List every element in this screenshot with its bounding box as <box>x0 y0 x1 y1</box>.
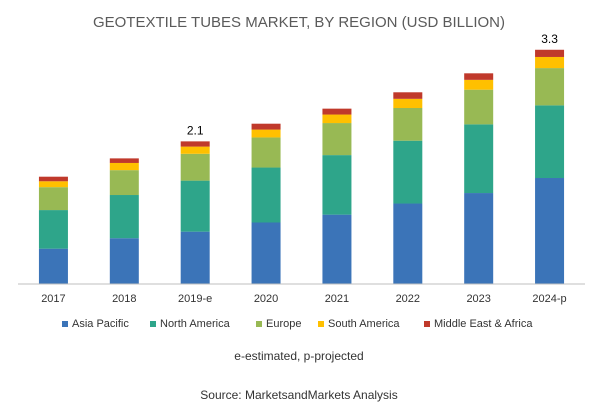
bar-north-america-2021 <box>322 155 352 215</box>
bar-north-america-2023 <box>464 124 494 194</box>
data-label-2024-p: 3.3 <box>541 32 558 46</box>
bar-europe-2020 <box>251 137 281 168</box>
bar-asia-pacific-2018 <box>109 238 139 284</box>
bar-south-america-2018 <box>109 162 139 171</box>
bar-middle-east-africa-2021 <box>322 108 352 115</box>
x-tick-label-2020: 2020 <box>254 293 278 305</box>
x-tick-label-2021: 2021 <box>325 293 349 305</box>
bar-middle-east-africa-2022 <box>393 92 423 99</box>
legend-label-europe: Europe <box>266 318 301 330</box>
x-tick-label-2019-e: 2019-e <box>178 293 212 305</box>
bar-north-america-2019-e <box>180 180 210 232</box>
legend-label-north-america: North America <box>160 318 231 330</box>
bar-north-america-2018 <box>109 195 139 239</box>
bar-middle-east-africa-2017 <box>38 176 68 182</box>
x-tick-label-2022: 2022 <box>396 293 420 305</box>
bar-north-america-2017 <box>38 210 68 249</box>
bar-middle-east-africa-2020 <box>251 123 281 130</box>
bar-south-america-2023 <box>464 79 494 90</box>
x-tick-label-2023: 2023 <box>466 293 490 305</box>
bar-asia-pacific-2020 <box>251 222 281 284</box>
bar-asia-pacific-2019-e <box>180 231 210 284</box>
data-labels: 2.1 3.3 <box>187 32 558 138</box>
footnote: e-estimated, p-projected <box>234 349 363 363</box>
legend-label-south-america: South America <box>328 318 400 330</box>
legend-swatch-europe <box>256 321 262 327</box>
bars-group <box>38 49 565 284</box>
bar-asia-pacific-2017 <box>38 248 68 284</box>
chart-title: GEOTEXTILE TUBES MARKET, BY REGION (USD … <box>93 14 505 31</box>
bar-europe-2017 <box>38 187 68 211</box>
bar-asia-pacific-2021 <box>322 214 352 284</box>
legend-label-middle-east-africa: Middle East & Africa <box>434 318 533 330</box>
bar-north-america-2024-p <box>535 105 565 179</box>
bar-asia-pacific-2024-p <box>535 178 565 284</box>
bar-europe-2023 <box>464 89 494 125</box>
x-tick-labels: 2017 2018 2019-e 2020 2021 2022 2023 2024-p <box>41 293 566 305</box>
legend-swatch-middle-east-africa <box>424 321 430 327</box>
bar-middle-east-africa-2024-p <box>535 49 565 57</box>
bar-south-america-2021 <box>322 114 352 124</box>
bar-europe-2018 <box>109 170 139 196</box>
legend-swatch-north-america <box>150 321 156 327</box>
bar-south-america-2020 <box>251 129 281 138</box>
bar-middle-east-africa-2018 <box>109 158 139 163</box>
legend: Asia Pacific North America Europe South Ame… <box>62 318 533 330</box>
bar-europe-2022 <box>393 108 423 141</box>
bar-europe-2019-e <box>180 153 210 181</box>
bar-north-america-2020 <box>251 167 281 223</box>
bar-south-america-2022 <box>393 98 423 108</box>
bar-europe-2021 <box>322 123 352 156</box>
legend-swatch-asia-pacific <box>62 321 68 327</box>
bar-south-america-2017 <box>38 181 68 188</box>
x-tick-label-2018: 2018 <box>112 293 136 305</box>
bar-middle-east-africa-2023 <box>464 73 494 80</box>
bar-south-america-2024-p <box>535 56 565 69</box>
legend-label-asia-pacific: Asia Pacific <box>72 318 129 330</box>
bar-asia-pacific-2023 <box>464 193 494 284</box>
bar-north-america-2022 <box>393 140 423 204</box>
bar-middle-east-africa-2019-e <box>180 141 210 147</box>
bar-europe-2024-p <box>535 68 565 106</box>
bar-asia-pacific-2022 <box>393 203 423 284</box>
data-label-2019-e: 2.1 <box>187 123 204 137</box>
x-tick-label-2017: 2017 <box>41 293 65 305</box>
bar-south-america-2019-e <box>180 146 210 154</box>
x-tick-label-2024-p: 2024-p <box>532 293 566 305</box>
legend-swatch-south-america <box>318 321 324 327</box>
source-note: Source: MarketsandMarkets Analysis <box>200 388 397 402</box>
